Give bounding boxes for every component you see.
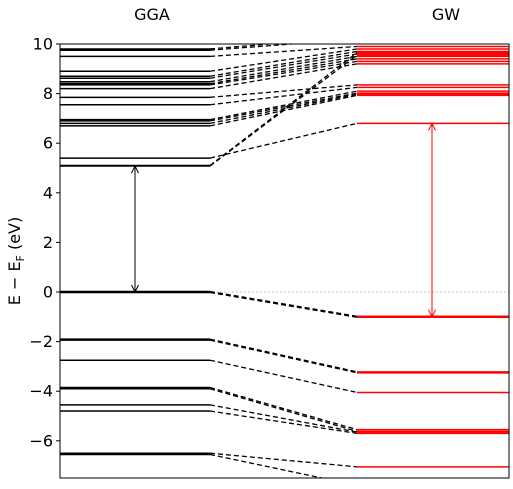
y-tick-label-8: 10 bbox=[33, 35, 53, 54]
connector-line-23 bbox=[209, 359, 358, 394]
connector-line-25 bbox=[209, 388, 358, 433]
column-label-gw: GW bbox=[432, 5, 460, 24]
svg-text:E − EF (eV): E − EF (eV) bbox=[5, 217, 27, 305]
connector-line-27 bbox=[209, 410, 358, 435]
connector-line-16 bbox=[209, 122, 358, 159]
y-tick-label-4: 2 bbox=[43, 233, 53, 252]
column-label-gga: GGA bbox=[134, 5, 170, 24]
y-tick-label-0: −6 bbox=[29, 431, 53, 450]
connector-line-29 bbox=[209, 453, 325, 478]
connector-line-8 bbox=[209, 60, 358, 86]
connector-line-1 bbox=[209, 44, 301, 51]
connector-line-6 bbox=[209, 55, 358, 83]
gap-arrow-head-top-0 bbox=[131, 164, 139, 174]
connector-line-21 bbox=[209, 338, 358, 373]
connector-line-2 bbox=[209, 45, 358, 58]
y-tick-label-6: 6 bbox=[43, 134, 53, 153]
connector-line-0 bbox=[209, 44, 277, 50]
connector-line-12 bbox=[209, 90, 358, 121]
connector-line-10 bbox=[209, 84, 358, 98]
connector-line-28 bbox=[209, 452, 358, 468]
gap-arrow-head-top-1 bbox=[428, 122, 436, 131]
y-tick-label-2: −2 bbox=[29, 332, 53, 351]
connector-line-22 bbox=[209, 339, 358, 374]
connector-line-18 bbox=[209, 54, 358, 167]
connector-line-4 bbox=[209, 50, 358, 77]
connector-line-19 bbox=[209, 290, 358, 317]
connector-line-3 bbox=[209, 48, 358, 72]
y-tick-label-3: 0 bbox=[43, 283, 53, 302]
y-axis-label: E − EF (eV) bbox=[5, 217, 27, 305]
connector-line-24 bbox=[209, 386, 358, 431]
plot-frame bbox=[59, 43, 510, 479]
connector-line-13 bbox=[209, 92, 358, 122]
y-tick-label-5: 4 bbox=[43, 183, 53, 202]
gap-arrow-head-bottom-0 bbox=[131, 284, 139, 294]
connector-line-5 bbox=[209, 53, 358, 79]
connector-line-20 bbox=[209, 291, 358, 318]
connector-line-7 bbox=[209, 58, 358, 85]
y-tick-label-7: 8 bbox=[43, 84, 53, 103]
y-tick-label-1: −4 bbox=[29, 382, 53, 401]
connector-line-17 bbox=[209, 52, 358, 167]
gap-arrow-head-bottom-1 bbox=[428, 309, 436, 318]
connector-line-11 bbox=[209, 86, 358, 106]
connector-line-9 bbox=[209, 63, 358, 90]
connector-line-26 bbox=[209, 404, 358, 433]
